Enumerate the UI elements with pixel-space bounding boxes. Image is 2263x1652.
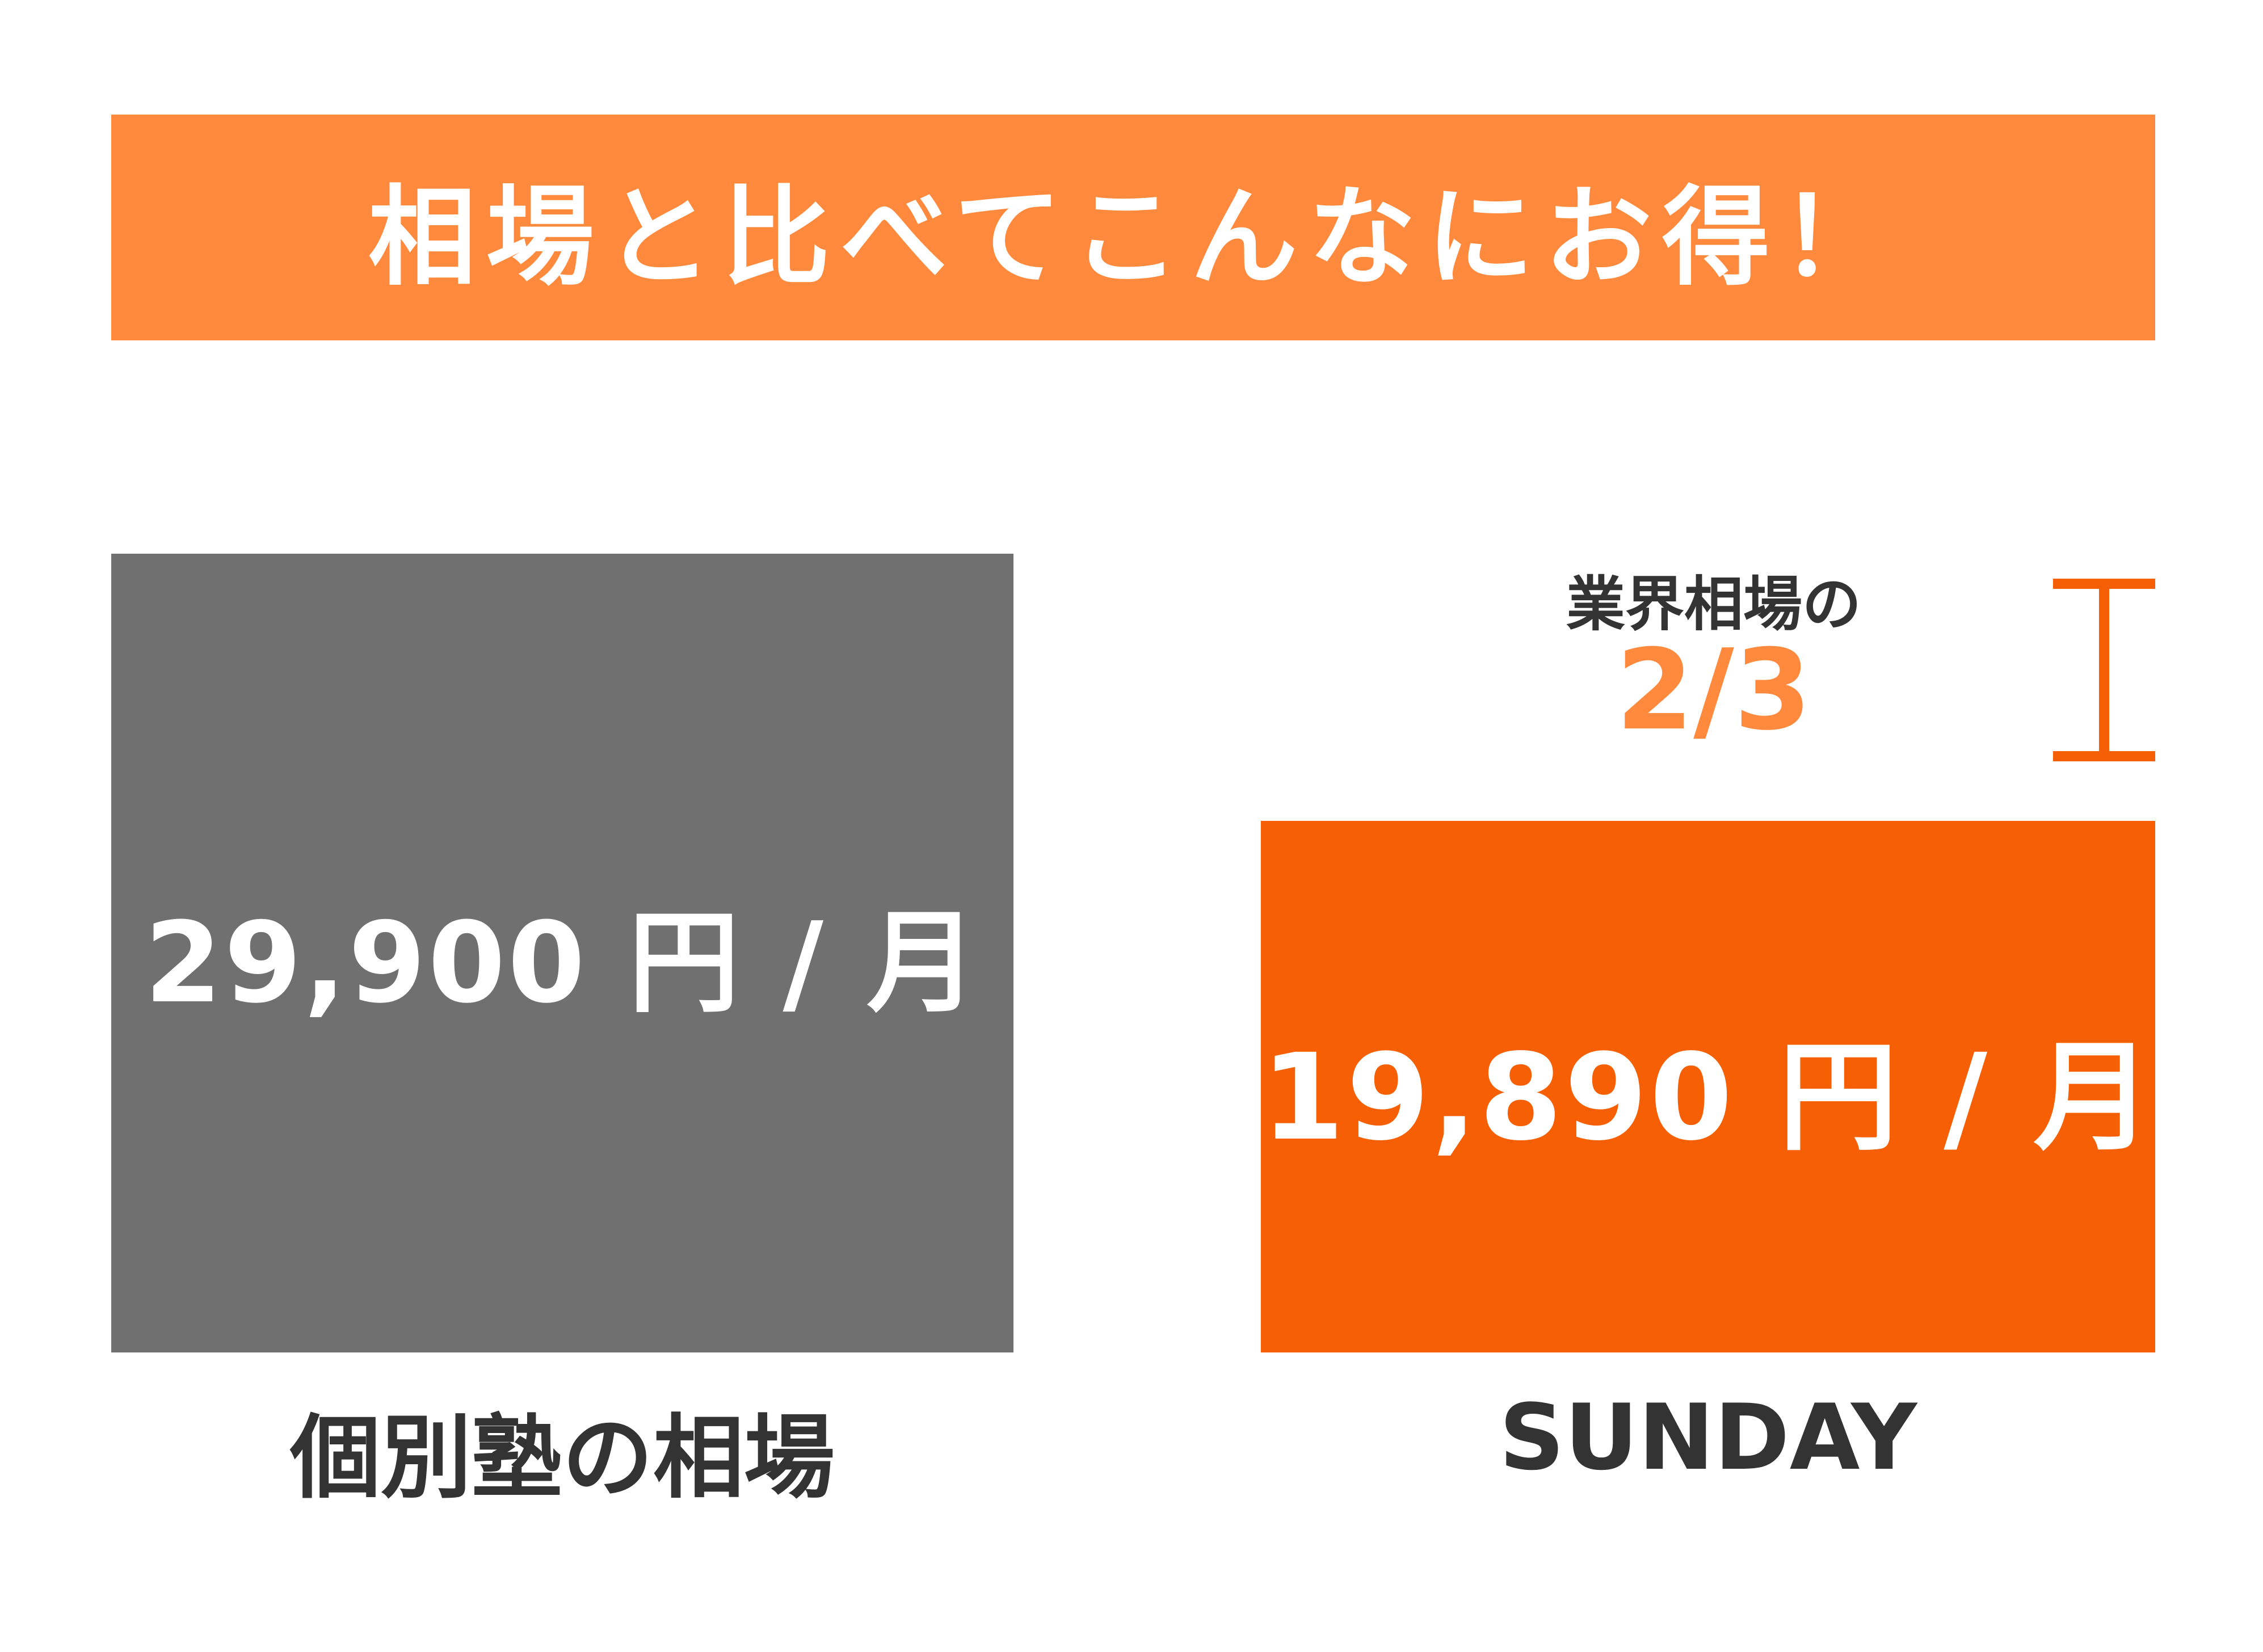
annotation-text: 業界相場の: [1566, 570, 1861, 639]
annotation-ratio: 2/3: [1616, 626, 1812, 755]
bar-sunday: 19,890 円 / 月: [1261, 821, 2155, 1352]
title-banner: 相場と比べてこんなにお得！: [111, 115, 2155, 340]
bar-value-label: 29,900 円 / 月: [144, 898, 981, 1028]
bracket-bottom: [2053, 751, 2155, 761]
category-label: SUNDAY: [1499, 1384, 1917, 1490]
chart-title: 相場と比べてこんなにお得！: [368, 174, 1899, 300]
bar-value-label: 19,890 円 / 月: [1261, 1027, 2155, 1167]
bar-market: 29,900 円 / 月: [111, 554, 1013, 1352]
category-label: 個別塾の相場: [289, 1405, 835, 1511]
bracket-stem: [2099, 579, 2109, 761]
